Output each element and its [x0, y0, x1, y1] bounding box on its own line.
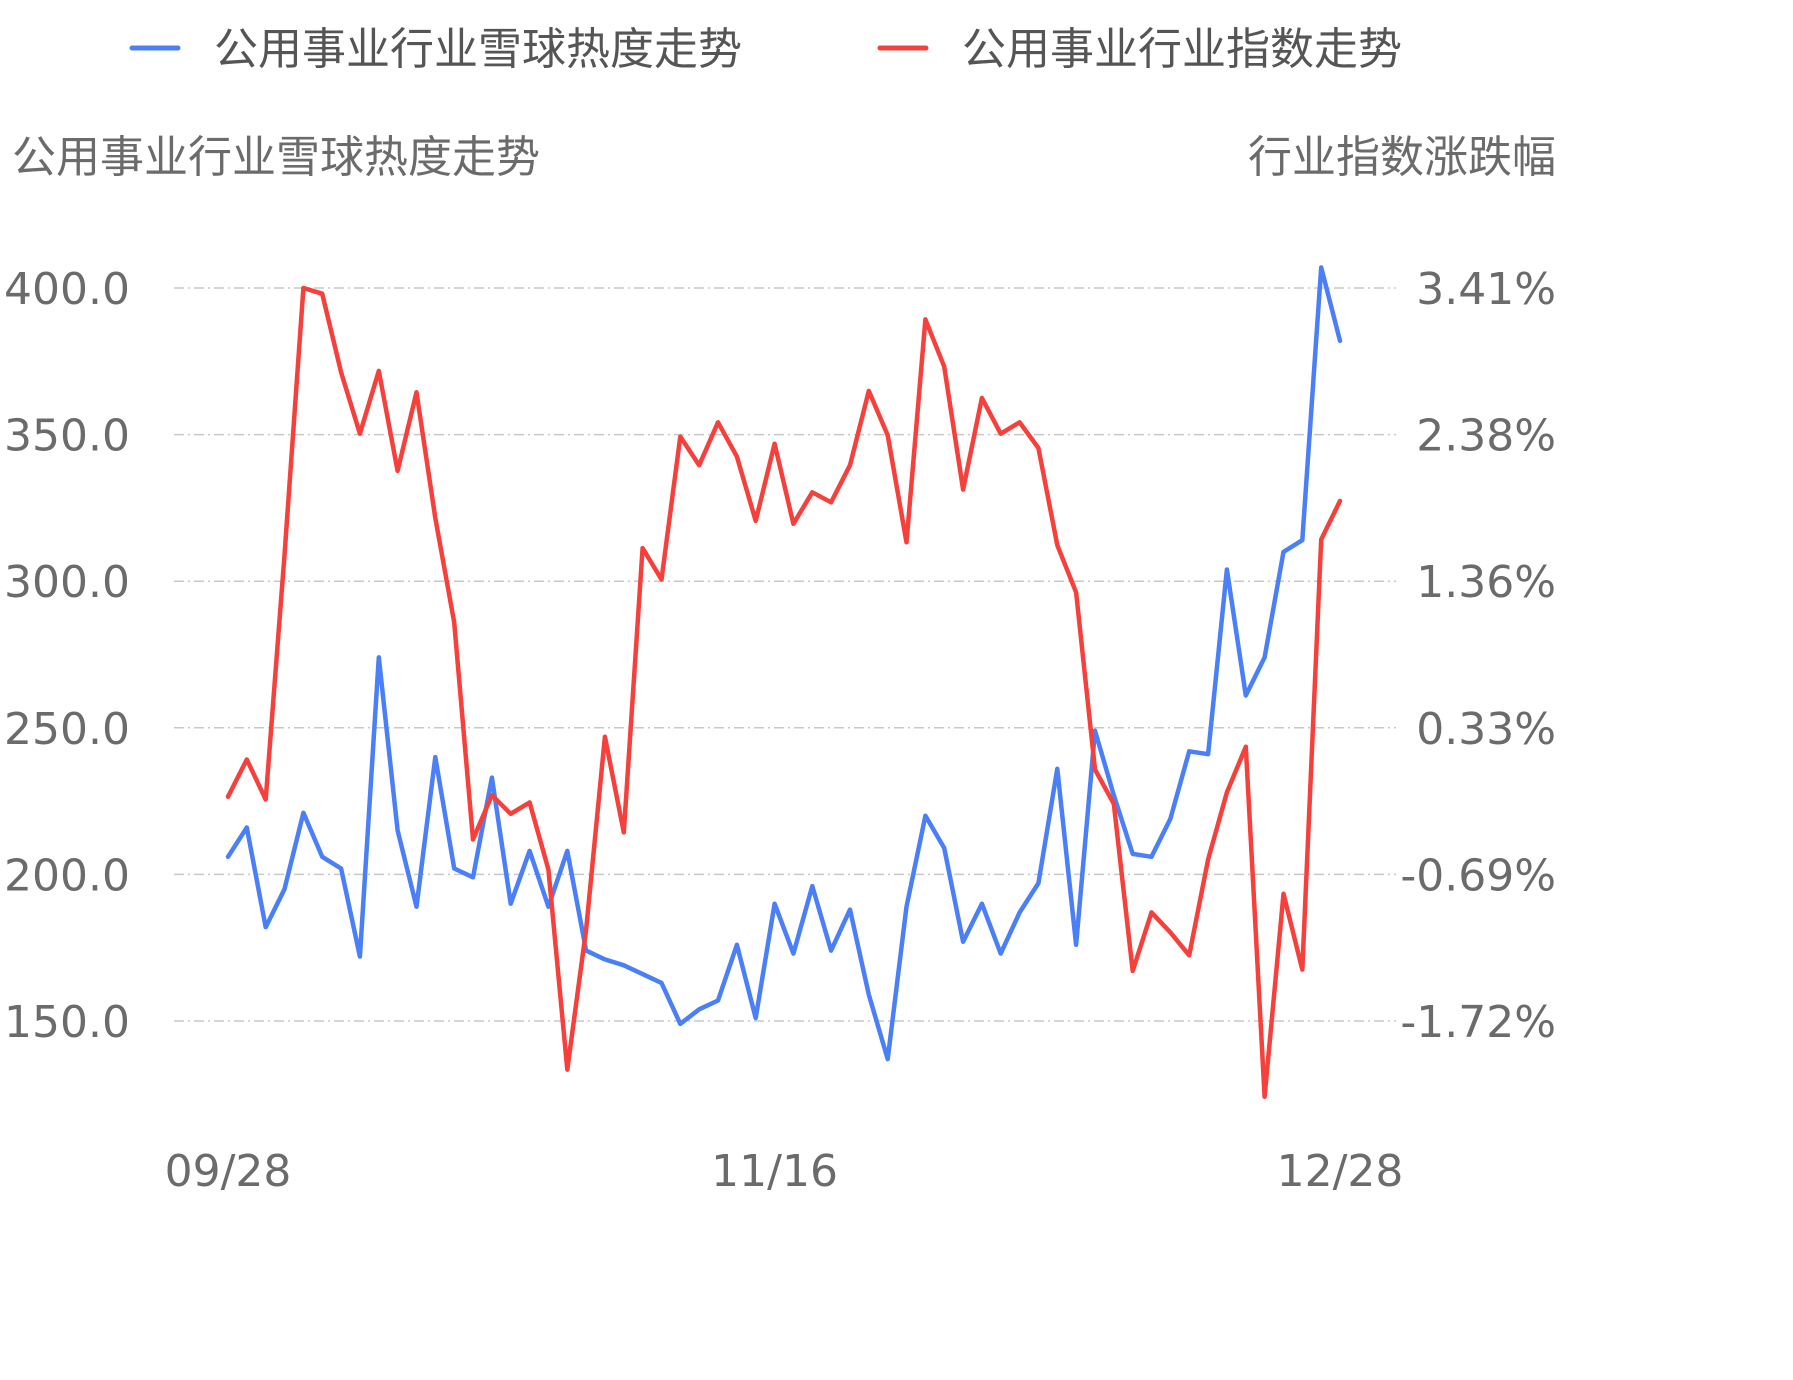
- right-tick-label: 3.41%: [1416, 264, 1556, 315]
- left-tick-label: 400.0: [4, 264, 130, 315]
- right-tick-label: 1.36%: [1416, 557, 1556, 608]
- right-tick-label: -1.72%: [1400, 997, 1556, 1048]
- right-tick-label: -0.69%: [1400, 850, 1556, 901]
- x-tick-label: 12/28: [1277, 1146, 1404, 1197]
- left-tick-label: 150.0: [4, 997, 130, 1048]
- series-layer: [225, 265, 1343, 1099]
- legend-label-index: 公用事业行业指数走势: [962, 24, 1402, 75]
- right-axis-title: 行业指数涨跌幅: [1248, 132, 1556, 183]
- x-tick-label: 09/28: [165, 1146, 292, 1197]
- right-tick-label: 2.38%: [1416, 411, 1556, 462]
- series-line-heat: [225, 265, 1343, 1062]
- legend-label-heat: 公用事业行业雪球热度走势: [214, 24, 742, 75]
- left-tick-label: 300.0: [4, 557, 130, 608]
- chart: 公用事业行业雪球热度走势 公用事业行业指数走势 公用事业行业雪球热度走势 行业指…: [4, 24, 1556, 1197]
- x-tick-label: 11/16: [711, 1146, 838, 1197]
- right-tick-label: 0.33%: [1416, 704, 1556, 755]
- x-axis: 09/28 11/16 12/28: [165, 1146, 1404, 1197]
- right-y-axis: 3.41% 2.38% 1.36% 0.33% -0.69% -1.72%: [1400, 264, 1556, 1048]
- series-line-index: [225, 285, 1343, 1099]
- grid-layer: [174, 287, 1396, 1022]
- left-tick-label: 250.0: [4, 704, 130, 755]
- left-tick-label: 350.0: [4, 411, 130, 462]
- left-axis-title: 公用事业行业雪球热度走势: [12, 132, 540, 183]
- left-tick-label: 200.0: [4, 850, 130, 901]
- left-y-axis: 400.0 350.0 300.0 250.0 200.0 150.0: [4, 264, 130, 1048]
- legend: 公用事业行业雪球热度走势 公用事业行业指数走势: [129, 24, 1402, 75]
